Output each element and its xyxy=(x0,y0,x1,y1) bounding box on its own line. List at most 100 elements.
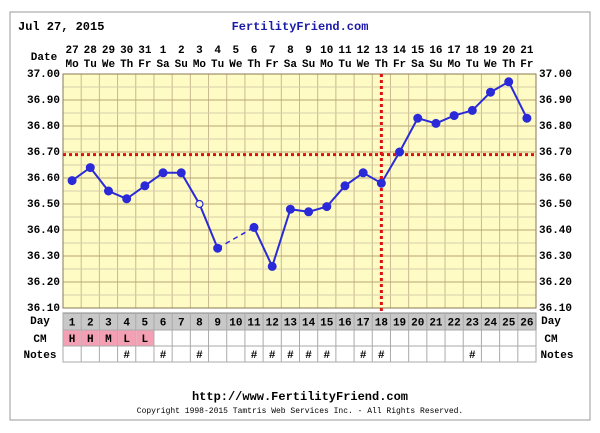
cm-label: L xyxy=(123,334,130,346)
cm-row-label-right: CM xyxy=(544,334,558,346)
date-label: 12 xyxy=(357,45,370,57)
temperature-point xyxy=(486,87,496,97)
weekday-label: Sa xyxy=(411,59,425,71)
note-label: # xyxy=(269,350,276,362)
y-tick-label: 36.20 xyxy=(27,277,60,289)
cm-cell xyxy=(118,330,136,346)
y-tick-label: 36.40 xyxy=(27,225,60,237)
notes-row-label: Notes xyxy=(23,350,56,362)
temperature-point xyxy=(195,199,204,209)
day-label: 12 xyxy=(266,317,279,329)
note-label: # xyxy=(360,350,367,362)
date-label: 4 xyxy=(214,45,221,57)
y2-tick-label: 36.10 xyxy=(539,303,572,315)
day-label: 6 xyxy=(160,317,167,329)
day-label: 20 xyxy=(411,317,424,329)
temperature-point xyxy=(122,194,132,204)
weekday-label: Th xyxy=(375,59,388,71)
weekday-label: Fr xyxy=(520,59,533,71)
weekday-label: Su xyxy=(302,59,315,71)
cm-label: M xyxy=(105,334,112,346)
day-label: 26 xyxy=(520,317,533,329)
cm-cell xyxy=(99,330,118,346)
temperature-point xyxy=(522,113,532,123)
day-label: 9 xyxy=(214,317,221,329)
note-label: # xyxy=(123,350,130,362)
note-label: # xyxy=(251,350,258,362)
temperature-line xyxy=(253,80,528,270)
day-label: 7 xyxy=(178,317,185,329)
cm-label: H xyxy=(69,334,76,346)
weekday-label: Tu xyxy=(211,59,224,71)
weekday-label: Sa xyxy=(156,59,170,71)
date-label: 18 xyxy=(466,45,480,57)
weekday-label: Tu xyxy=(84,59,97,71)
weekday-label: Sa xyxy=(284,59,298,71)
date-label: 19 xyxy=(484,45,497,57)
temperature-point xyxy=(449,111,459,121)
temperature-point xyxy=(413,113,423,123)
note-label: # xyxy=(378,350,385,362)
notes-row-label-right: Notes xyxy=(540,350,573,362)
day-label: 15 xyxy=(320,317,334,329)
weekday-label: Mo xyxy=(193,59,207,71)
y2-tick-label: 36.60 xyxy=(539,173,572,185)
temperature-point xyxy=(267,261,277,271)
temperature-point xyxy=(103,186,113,196)
date-label: 30 xyxy=(120,45,133,57)
note-label: # xyxy=(196,350,203,362)
weekday-label: Tu xyxy=(466,59,479,71)
temperature-point xyxy=(358,168,368,178)
temperature-point xyxy=(213,243,223,253)
date-label: 2 xyxy=(178,45,185,57)
date-label: 29 xyxy=(102,45,115,57)
day-label: 16 xyxy=(338,317,351,329)
weekday-label: Su xyxy=(175,59,188,71)
site-title: FertilityFriend.com xyxy=(232,20,369,34)
y2-tick-label: 36.30 xyxy=(539,251,572,263)
weekday-label: We xyxy=(484,59,498,71)
y2-tick-label: 36.70 xyxy=(539,147,572,159)
day-label: 5 xyxy=(142,317,149,329)
temperature-point xyxy=(504,77,514,87)
footer-url: http://www.FertilityFriend.com xyxy=(192,390,408,404)
day-label: 11 xyxy=(247,317,261,329)
weekday-label: Th xyxy=(247,59,260,71)
note-label: # xyxy=(469,350,476,362)
date-label: 7 xyxy=(269,45,276,57)
date-label: 16 xyxy=(429,45,442,57)
temperature-point xyxy=(340,181,350,191)
day-label: 23 xyxy=(466,317,480,329)
weekday-label: We xyxy=(357,59,371,71)
temperature-point xyxy=(176,168,186,178)
temperature-point xyxy=(85,163,95,173)
date-label: 13 xyxy=(375,45,389,57)
day-label: 18 xyxy=(375,317,389,329)
temperature-point xyxy=(395,147,405,157)
temperature-point xyxy=(158,168,168,178)
weekday-label: Tu xyxy=(338,59,351,71)
day-label: 22 xyxy=(448,317,461,329)
date-label: 17 xyxy=(448,45,461,57)
date-row-label: Date xyxy=(31,52,58,64)
weekday-label: Fr xyxy=(393,59,406,71)
temperature-point xyxy=(431,118,441,128)
date-label: 31 xyxy=(138,45,152,57)
copyright: Copyright 1998-2015 Tamtris Web Services… xyxy=(137,407,463,416)
day-label: 19 xyxy=(393,317,406,329)
date-label: 27 xyxy=(65,45,78,57)
temperature-point xyxy=(467,105,477,115)
day-label: 10 xyxy=(229,317,242,329)
date-label: 9 xyxy=(305,45,312,57)
y-tick-label: 36.50 xyxy=(27,199,60,211)
y-tick-label: 36.90 xyxy=(27,95,60,107)
date-label: 3 xyxy=(196,45,203,57)
day-label: 14 xyxy=(302,317,316,329)
day-label: 24 xyxy=(484,317,498,329)
weekday-label: Th xyxy=(502,59,515,71)
cm-cell xyxy=(81,330,99,346)
y2-tick-label: 36.40 xyxy=(539,225,572,237)
cm-label: H xyxy=(87,334,94,346)
temperature-point xyxy=(376,178,386,188)
date-label: 21 xyxy=(520,45,534,57)
